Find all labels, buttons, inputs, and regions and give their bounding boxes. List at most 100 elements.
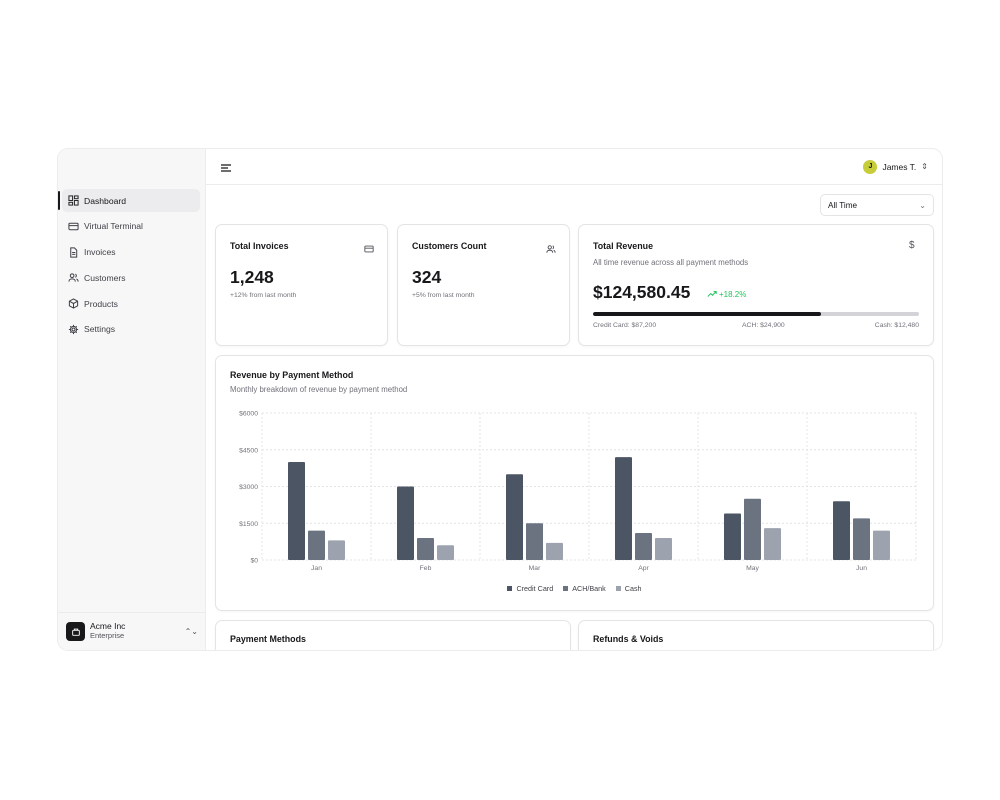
legend-label: ACH/Bank	[572, 584, 606, 593]
org-text: Acme Inc Enterprise	[90, 622, 185, 640]
sidebar-item-label: Dashboard	[84, 195, 127, 206]
box-icon	[68, 298, 79, 309]
x-tick-label: Feb	[420, 565, 432, 572]
menu-toggle-icon[interactable]	[220, 161, 232, 173]
sidebar-item-invoices[interactable]: Invoices	[62, 241, 200, 264]
chevron-up-down-icon: ⌃⌄	[184, 627, 198, 636]
bar-cash-feb	[437, 545, 454, 560]
y-tick-label: $0	[250, 558, 258, 565]
avatar: J	[863, 159, 878, 174]
file-icon	[68, 247, 79, 258]
credit-card-amount: Credit Card: $87,200	[593, 322, 657, 329]
bar-credit-card-mar	[506, 474, 523, 560]
bar-cash-mar	[546, 542, 563, 560]
sidebar-item-customers[interactable]: Customers	[62, 266, 200, 289]
sidebar-item-label: Customers	[84, 272, 126, 283]
legend-swatch	[507, 586, 513, 591]
card-title: Payment Methods	[230, 634, 306, 644]
sidebar-item-settings[interactable]: Settings	[62, 318, 200, 341]
legend-item-credit: Credit Card	[507, 584, 553, 593]
card-title: Customers Count	[412, 241, 487, 251]
user-name: James T.	[882, 161, 917, 172]
sidebar-item-label: Products	[84, 298, 118, 309]
topbar: J James T. ⇕	[206, 149, 942, 185]
sidebar-item-label: Settings	[84, 324, 116, 335]
bar-credit-card-jan	[288, 462, 305, 560]
x-tick-label: Jun	[856, 565, 867, 572]
legend-item-cash: Cash	[615, 584, 642, 593]
sidebar-item-label: Virtual Terminal	[84, 221, 143, 232]
legend-label: Cash	[624, 584, 642, 593]
y-tick-label: $3000	[239, 484, 258, 491]
total-revenue-card: Total Revenue $ All time revenue across …	[578, 224, 934, 346]
dollar-icon: $	[909, 240, 915, 251]
revenue-bar-chart: $0 $1500 $3000 $4500 $6000 Jan Feb Mar Apr May Jun	[239, 411, 917, 572]
y-tick-label: $1500	[239, 521, 258, 528]
legend-swatch	[563, 586, 569, 591]
credit-card-icon	[364, 241, 374, 253]
cash-amount: Cash: $12,480	[874, 322, 919, 329]
customers-count-card: Customers Count 324 +5% from last month	[397, 224, 570, 346]
date-range-value: All Time	[828, 200, 858, 210]
payment-methods-card: Payment Methods	[215, 620, 571, 650]
revenue-trend-value: +18.2%	[719, 289, 747, 299]
bar-ach-bank-apr	[635, 533, 652, 560]
bar-credit-card-feb	[397, 486, 414, 560]
bar-ach-bank-jan	[308, 530, 325, 560]
x-tick-label: May	[746, 565, 759, 572]
card-title: Refunds & Voids	[593, 634, 664, 644]
legend-swatch	[615, 586, 621, 591]
refunds-voids-card: Refunds & Voids	[578, 620, 934, 650]
invoice-count: 1,248	[230, 267, 274, 287]
revenue-description: All time revenue across all payment meth…	[593, 258, 749, 267]
chevron-up-down-icon: ⇕	[921, 162, 928, 171]
dashboard-icon	[68, 195, 79, 206]
bar-credit-card-apr	[615, 457, 632, 560]
chart-description: Monthly breakdown of revenue by payment …	[230, 385, 408, 394]
bar-ach-bank-feb	[417, 537, 434, 560]
x-tick-label: Jan	[311, 565, 322, 572]
card-title: Total Revenue	[593, 241, 654, 251]
app-window: Dashboard Virtual Terminal Invoices Cust…	[58, 149, 942, 650]
org-logo-icon	[66, 622, 85, 641]
bar-credit-card-may	[724, 513, 741, 560]
user-menu[interactable]: J James T. ⇕	[863, 159, 928, 174]
sidebar-nav: Dashboard Virtual Terminal Invoices Cust…	[58, 189, 206, 344]
main-content: All Time ⌄ Total Invoices 1,248 +12% fro…	[206, 185, 942, 650]
bar-ach-bank-jun	[853, 518, 870, 560]
y-tick-label: $4500	[239, 447, 258, 454]
revenue-trend: +18.2%	[707, 289, 746, 299]
sidebar-item-label: Invoices	[84, 247, 116, 258]
org-switcher[interactable]: Acme Inc Enterprise ⌃⌄	[58, 612, 206, 650]
customer-change: +5% from last month	[412, 292, 475, 299]
legend-item-ach: ACH/Bank	[563, 584, 606, 593]
users-icon	[68, 272, 79, 283]
ach-amount: ACH: $24,900	[742, 322, 785, 329]
users-icon	[546, 241, 556, 253]
customer-count: 324	[412, 267, 442, 287]
invoice-change: +12% from last month	[230, 292, 297, 299]
sidebar: Dashboard Virtual Terminal Invoices Cust…	[58, 149, 206, 650]
bar-cash-jan	[328, 540, 345, 560]
revenue-progress-fill	[593, 312, 822, 316]
revenue-total: $124,580.45	[593, 282, 691, 302]
revenue-progress-track	[593, 312, 919, 316]
bar-ach-bank-mar	[526, 523, 543, 560]
x-tick-label: Apr	[638, 565, 649, 572]
bar-cash-apr	[655, 537, 672, 560]
legend-label: Credit Card	[516, 584, 554, 593]
chevron-down-icon: ⌄	[919, 200, 926, 210]
bar-credit-card-jun	[833, 501, 850, 560]
sidebar-item-virtual-terminal[interactable]: Virtual Terminal	[62, 215, 200, 238]
org-name: Acme Inc	[90, 621, 126, 632]
chart-title: Revenue by Payment Method	[230, 370, 354, 380]
sidebar-item-dashboard[interactable]: Dashboard	[58, 189, 200, 212]
bar-ach-bank-may	[744, 498, 761, 560]
org-plan: Enterprise	[90, 631, 125, 641]
sidebar-item-products[interactable]: Products	[62, 292, 200, 315]
y-tick-label: $6000	[239, 411, 258, 418]
date-range-select[interactable]: All Time ⌄	[820, 194, 934, 216]
card-title: Total Invoices	[230, 241, 289, 251]
trending-up-icon	[707, 291, 717, 297]
credit-card-icon	[68, 221, 79, 232]
